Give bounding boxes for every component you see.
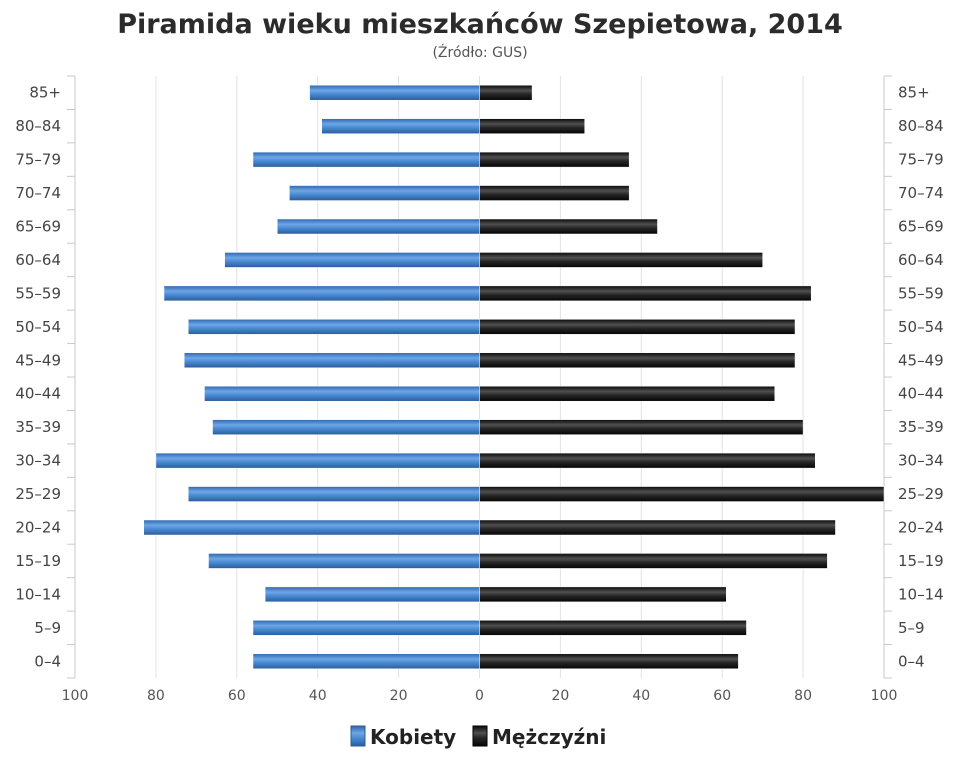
bar-mezczyzni[interactable] (479, 352, 796, 369)
bar-mezczyzni[interactable] (479, 185, 630, 201)
category-label-left: 75–79 (15, 151, 61, 169)
category-label-right: 55–59 (898, 284, 944, 302)
category-label-right: 45–49 (898, 351, 944, 369)
category-label-left: 80–84 (15, 117, 61, 135)
x-tick-label: 40 (632, 688, 650, 704)
legend-swatch-kobiety[interactable] (350, 725, 366, 747)
category-label-left: 0–4 (34, 652, 61, 670)
category-label-right: 5–9 (898, 619, 925, 637)
category-label-left: 45–49 (15, 351, 61, 369)
bar-kobiety[interactable] (188, 319, 480, 335)
bar-kobiety[interactable] (321, 118, 480, 134)
bar-kobiety[interactable] (163, 285, 480, 302)
x-tick-label: 20 (551, 688, 569, 704)
category-label-right: 50–54 (898, 318, 944, 336)
category-label-right: 30–34 (898, 452, 944, 470)
bar-mezczyzni[interactable] (479, 319, 796, 335)
x-tick-label: 60 (228, 688, 246, 704)
legend[interactable]: Kobiety Mężczyźni (350, 725, 606, 749)
category-label-left: 30–34 (15, 452, 61, 470)
bar-kobiety[interactable] (289, 185, 480, 201)
bar-mezczyzni[interactable] (479, 84, 533, 101)
bar-mezczyzni[interactable] (479, 252, 763, 268)
category-label-right: 85+ (898, 84, 930, 102)
category-label-right: 70–74 (898, 184, 944, 202)
x-tick-label: 100 (62, 688, 89, 704)
bar-kobiety[interactable] (212, 419, 480, 435)
category-label-left: 10–14 (15, 585, 61, 603)
chart-title: Piramida wieku mieszkańców Szepietowa, 2… (117, 9, 843, 40)
bars (143, 84, 885, 670)
x-tick-labels: 100 80 60 40 20 0 20 40 60 80 100 (62, 688, 898, 704)
category-labels: 0–4 0–4 5–9 5–9 10–14 10–14 15–19 15–19 20–24 20–… (15, 84, 943, 671)
x-tick-label: 100 (871, 688, 898, 704)
x-tick-label: 80 (147, 688, 165, 704)
category-label-left: 65–69 (15, 218, 61, 236)
bar-kobiety[interactable] (252, 151, 480, 168)
chart-subtitle: (Źródło: GUS) (432, 43, 527, 61)
category-label-right: 40–44 (898, 385, 944, 403)
category-label-left: 60–64 (15, 251, 61, 269)
bar-mezczyzni[interactable] (479, 419, 804, 435)
bar-kobiety[interactable] (277, 218, 480, 235)
bar-mezczyzni[interactable] (479, 653, 739, 670)
category-label-right: 10–14 (898, 585, 944, 603)
bar-kobiety[interactable] (224, 252, 480, 268)
bar-mezczyzni[interactable] (479, 586, 727, 603)
bar-mezczyzni[interactable] (479, 118, 585, 134)
bar-kobiety[interactable] (309, 84, 480, 101)
x-tick-label: 0 (475, 688, 484, 704)
category-label-right: 65–69 (898, 218, 944, 236)
category-label-right: 15–19 (898, 552, 944, 570)
bar-mezczyzni[interactable] (479, 519, 836, 536)
legend-swatch-mezczyzni[interactable] (472, 725, 488, 747)
bar-mezczyzni[interactable] (479, 452, 816, 469)
category-label-right: 80–84 (898, 117, 944, 135)
category-label-left: 20–24 (15, 519, 61, 537)
bar-kobiety[interactable] (155, 452, 480, 469)
x-tick-label: 40 (309, 688, 327, 704)
category-label-left: 35–39 (15, 418, 61, 436)
bar-kobiety[interactable] (204, 385, 480, 402)
category-label-left: 85+ (29, 84, 61, 102)
x-tick-label: 20 (390, 688, 408, 704)
bar-kobiety[interactable] (252, 653, 480, 670)
category-label-left: 55–59 (15, 284, 61, 302)
category-label-left: 50–54 (15, 318, 61, 336)
bar-mezczyzni[interactable] (479, 620, 747, 636)
bar-mezczyzni[interactable] (479, 285, 812, 302)
category-label-right: 20–24 (898, 519, 944, 537)
bar-kobiety[interactable] (252, 620, 480, 636)
category-label-right: 60–64 (898, 251, 944, 269)
bar-mezczyzni[interactable] (479, 218, 658, 235)
bar-kobiety[interactable] (188, 486, 480, 502)
bar-mezczyzni[interactable] (479, 553, 828, 569)
category-label-left: 15–19 (15, 552, 61, 570)
bar-mezczyzni[interactable] (479, 151, 630, 168)
category-label-right: 25–29 (898, 485, 944, 503)
category-label-left: 25–29 (15, 485, 61, 503)
category-label-left: 5–9 (34, 619, 61, 637)
legend-label-kobiety[interactable]: Kobiety (370, 725, 456, 749)
category-label-right: 75–79 (898, 151, 944, 169)
bar-kobiety[interactable] (208, 553, 480, 569)
legend-label-mezczyzni[interactable]: Mężczyźni (492, 725, 606, 749)
bar-kobiety[interactable] (264, 586, 480, 603)
category-label-left: 40–44 (15, 385, 61, 403)
category-label-left: 70–74 (15, 184, 61, 202)
axes (67, 75, 892, 679)
category-label-right: 35–39 (898, 418, 944, 436)
bar-mezczyzni[interactable] (479, 486, 885, 502)
category-label-right: 0–4 (898, 652, 925, 670)
bar-kobiety[interactable] (183, 352, 480, 369)
x-tick-label: 60 (713, 688, 731, 704)
x-tick-label: 80 (794, 688, 812, 704)
bar-kobiety[interactable] (143, 519, 480, 536)
bar-mezczyzni[interactable] (479, 385, 776, 402)
